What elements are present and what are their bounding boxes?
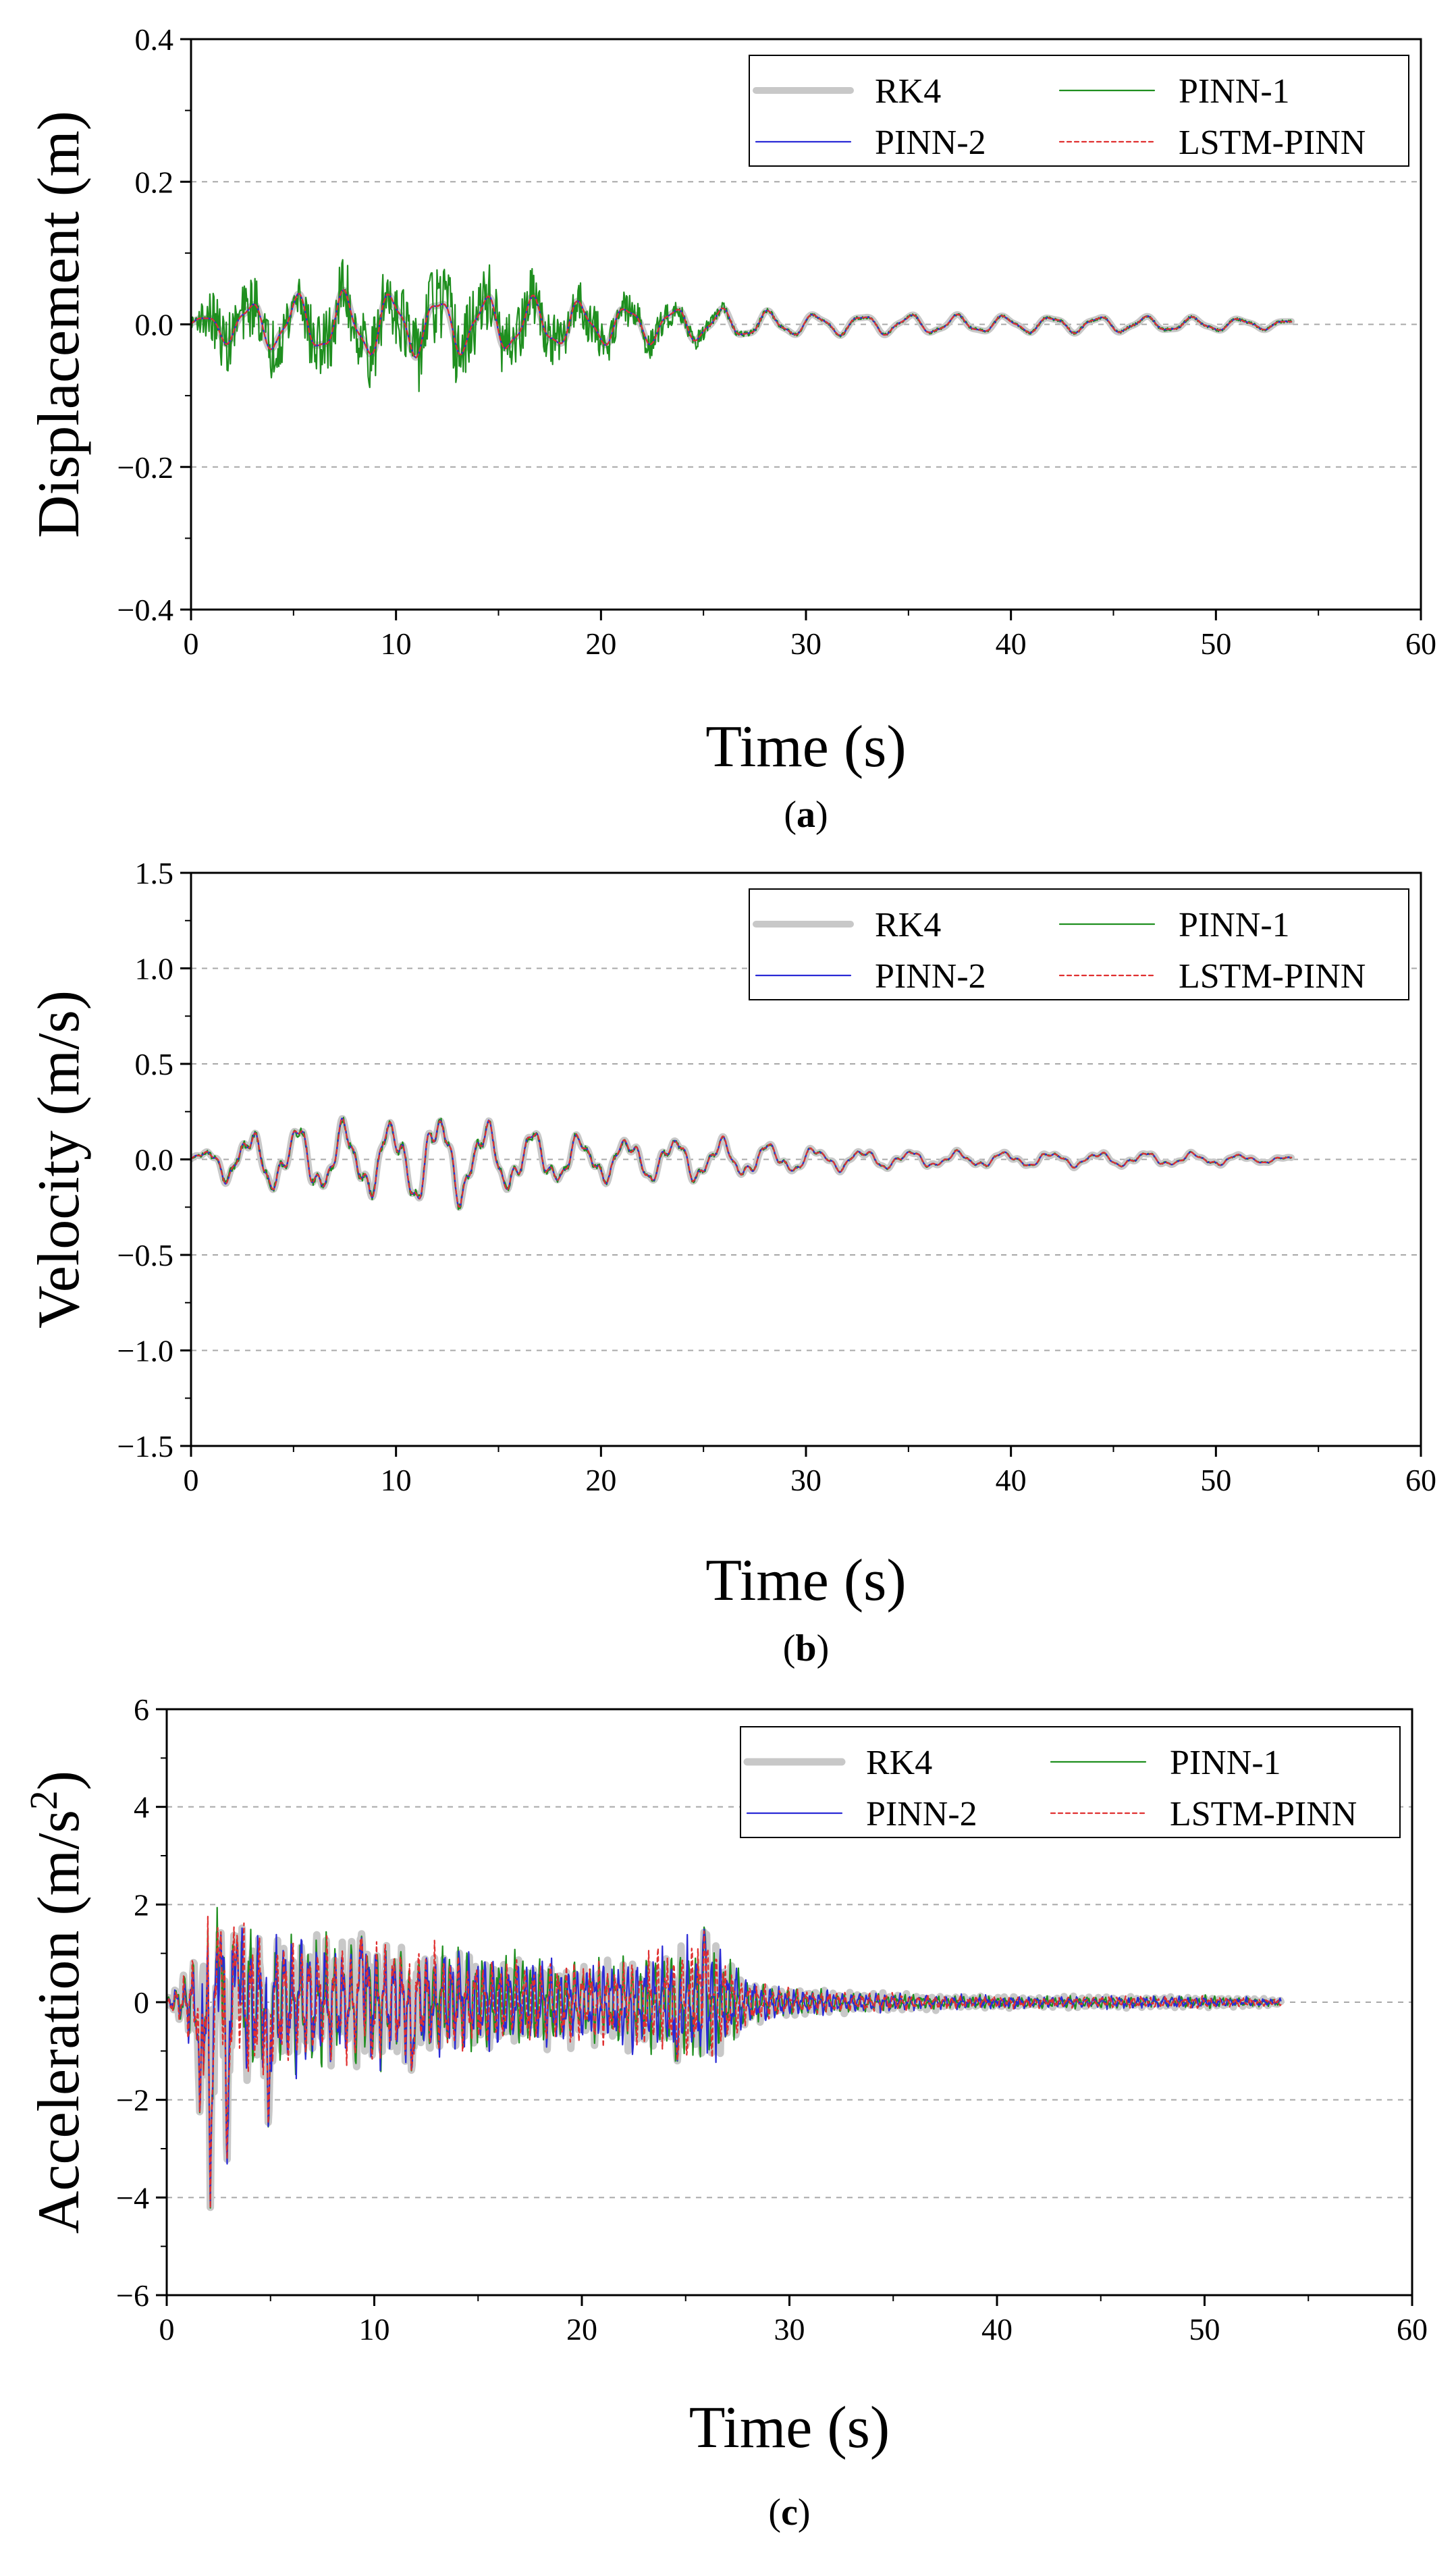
panel-c-acceleration: 0 10 20 30 40 50 60 −6 −4 −2 0 2 4 6 Time (s) Accele…: [22, 1692, 1428, 2533]
panel-b-x-label: Time (s): [705, 1548, 906, 1613]
y-tick-label: 0.2: [135, 165, 174, 199]
panel-a-legend: RK4 PINN-1 PINN-2 LSTM-PINN: [749, 55, 1409, 167]
panel-c-y-axis: −6 −4 −2 0 2 4 6: [116, 1692, 167, 2313]
legend-label-pinn-2: PINN-2: [866, 1795, 977, 1833]
panel-c-y-label: Acceleration (m/s2): [22, 1771, 92, 2234]
y-tick-label: −1.5: [117, 1429, 173, 1464]
panel-b-caption-letter: b: [795, 1628, 816, 1669]
x-tick-label: 60: [1405, 626, 1436, 661]
x-tick-label: 0: [184, 1463, 199, 1497]
panel-b-caption: (b): [783, 1628, 829, 1669]
series-lstm-pinn-line: [191, 1118, 1293, 1208]
panel-a-y-axis: −0.4 −0.2 0.0 0.2 0.4: [117, 22, 191, 627]
legend-label-rk4: RK4: [875, 72, 941, 111]
panel-b-y-axis: −1.5 −1.0 −0.5 0.0 0.5 1.0 1.5: [117, 856, 191, 1464]
x-tick-label: 30: [790, 626, 821, 661]
legend-label-lstm-pinn: LSTM-PINN: [1170, 1795, 1357, 1833]
x-tick-label: 10: [381, 626, 412, 661]
panel-c-curves: [167, 1906, 1285, 2211]
y-tick-label: 0.0: [135, 308, 174, 342]
x-tick-label: 50: [1200, 626, 1231, 661]
x-tick-label: 40: [981, 2312, 1013, 2346]
x-tick-label: 60: [1405, 1463, 1436, 1497]
y-tick-label: 1.5: [135, 856, 174, 890]
y-tick-label: 0.0: [135, 1143, 174, 1177]
panel-b-curves: [191, 1115, 1295, 1211]
x-tick-label: 20: [566, 2312, 597, 2346]
panel-c-y-label-sup: 2: [22, 1790, 65, 1810]
y-tick-label: −4: [116, 2180, 149, 2215]
panel-c-y-label-main: Acceleration (m/s: [26, 1810, 92, 2234]
x-tick-label: 10: [359, 2312, 390, 2346]
panel-c-x-axis: 0 10 20 30 40 50 60: [159, 2295, 1428, 2346]
x-tick-label: 40: [996, 626, 1027, 661]
y-tick-label: 0.5: [135, 1047, 174, 1081]
legend-box: [749, 55, 1409, 167]
series-lstm-pinn-line: [191, 288, 1293, 358]
panel-c-legend: RK4 PINN-1 PINN-2 LSTM-PINN: [740, 1726, 1401, 1838]
panel-b-legend: RK4 PINN-1 PINN-2 LSTM-PINN: [749, 888, 1409, 1000]
legend-box: [749, 888, 1409, 1000]
panel-a-displacement: 0 10 20 30 40 50 60 −0.4 −0.2 0.0 0.2 0.4 Time (s)…: [26, 22, 1436, 836]
panel-b-velocity: 0 10 20 30 40 50 60 −1.5 −1.0 −0.5 0.0 0.5 1.0 1.5 T…: [26, 856, 1436, 1669]
panel-a-x-label: Time (s): [705, 714, 906, 780]
x-tick-label: 40: [996, 1463, 1027, 1497]
panel-c-caption: (c): [768, 2492, 810, 2533]
panel-a-x-axis: 0 10 20 30 40 50 60: [184, 610, 1436, 661]
panel-a-curves: [191, 259, 1295, 392]
y-tick-label: −2: [116, 2083, 149, 2118]
series-lstm-pinn-line: [167, 1916, 1282, 2209]
x-tick-label: 50: [1189, 2312, 1220, 2346]
y-tick-label: 6: [134, 1692, 149, 1727]
legend-label-rk4: RK4: [875, 906, 941, 944]
y-tick-label: −0.2: [117, 450, 173, 485]
panel-c-caption-letter: c: [781, 2492, 798, 2533]
panel-b-y-label: Velocity (m/s): [26, 990, 92, 1328]
panel-c-x-label: Time (s): [689, 2395, 890, 2461]
y-tick-label: 0: [134, 1985, 149, 2020]
legend-label-rk4: RK4: [866, 1744, 932, 1782]
panel-a-y-label: Displacement (m): [26, 111, 92, 538]
x-tick-label: 0: [159, 2312, 175, 2346]
legend-box: [740, 1726, 1401, 1838]
y-tick-label: −0.4: [117, 593, 173, 627]
x-tick-label: 20: [585, 626, 616, 661]
y-tick-label: 2: [134, 1887, 149, 1922]
panel-c-y-label-end: ): [26, 1771, 92, 1790]
panel-b-x-axis: 0 10 20 30 40 50 60: [184, 1446, 1436, 1497]
x-tick-label: 0: [184, 626, 199, 661]
y-tick-label: 1.0: [135, 952, 174, 986]
x-tick-label: 20: [585, 1463, 616, 1497]
x-tick-label: 10: [381, 1463, 412, 1497]
y-tick-label: −1.0: [117, 1334, 173, 1368]
legend-label-pinn-2: PINN-2: [875, 124, 986, 162]
x-tick-label: 50: [1200, 1463, 1231, 1497]
legend-label-lstm-pinn: LSTM-PINN: [1179, 957, 1366, 996]
y-tick-label: −0.5: [117, 1238, 173, 1272]
legend-label-pinn-1: PINN-1: [1170, 1744, 1281, 1782]
y-tick-label: 4: [134, 1790, 149, 1825]
x-tick-label: 30: [774, 2312, 805, 2346]
x-tick-label: 60: [1397, 2312, 1428, 2346]
y-tick-label: −6: [116, 2278, 149, 2313]
legend-label-pinn-1: PINN-1: [1179, 72, 1290, 111]
y-tick-label: 0.4: [135, 22, 174, 57]
legend-label-lstm-pinn: LSTM-PINN: [1179, 124, 1366, 162]
x-tick-label: 30: [790, 1463, 821, 1497]
legend-label-pinn-1: PINN-1: [1179, 906, 1290, 944]
panel-a-caption-letter: a: [797, 794, 815, 836]
panel-a-caption: (a): [784, 794, 828, 836]
legend-label-pinn-2: PINN-2: [875, 957, 986, 996]
